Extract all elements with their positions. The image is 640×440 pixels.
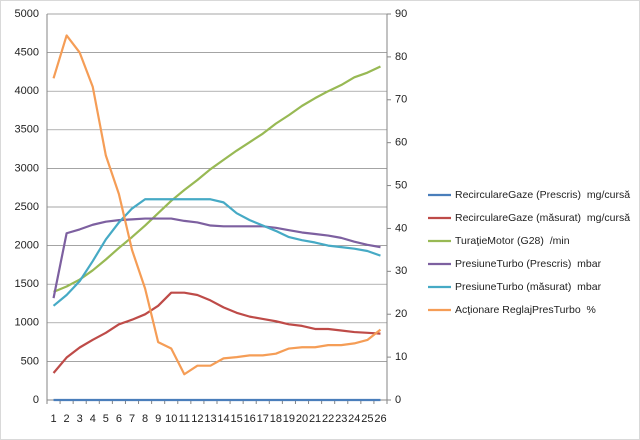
legend-label: TuraţieMotor (G28) /min xyxy=(455,235,570,247)
y2-tick-label: 30 xyxy=(395,265,407,277)
series-line xyxy=(53,65,381,293)
x-tick-label: 13 xyxy=(204,413,216,425)
x-tick-label: 4 xyxy=(90,413,96,425)
legend-label: PresiuneTurbo (Prescris) mbar xyxy=(455,258,602,270)
y-tick-label: 500 xyxy=(21,355,39,367)
y2-tick-label: 20 xyxy=(395,308,407,320)
x-tick-label: 10 xyxy=(165,413,177,425)
y-tick-label: 1000 xyxy=(15,317,39,329)
x-tick-label: 7 xyxy=(129,413,135,425)
x-tick-label: 8 xyxy=(142,413,148,425)
y-tick-label: 4000 xyxy=(15,85,39,97)
x-tick-label: 3 xyxy=(77,413,83,425)
x-tick-label: 2 xyxy=(64,413,70,425)
y2-tick-label: 40 xyxy=(395,222,407,234)
legend-label: RecirculareGaze (Prescris) mg/cursă xyxy=(455,189,630,201)
y2-tick-label: 80 xyxy=(395,51,407,63)
y2-tick-label: 70 xyxy=(395,94,407,106)
x-tick-label: 6 xyxy=(116,413,122,425)
x-tick-label: 20 xyxy=(296,413,308,425)
x-tick-label: 19 xyxy=(283,413,295,425)
y2-tick-label: 10 xyxy=(395,351,407,363)
x-tick-label: 9 xyxy=(155,413,161,425)
y2-tick-label: 50 xyxy=(395,179,407,191)
y-tick-label: 4500 xyxy=(15,47,39,59)
x-tick-label: 22 xyxy=(322,413,334,425)
x-tick-label: 23 xyxy=(335,413,347,425)
legend-label: Acţionare ReglajPresTurbo % xyxy=(455,304,596,316)
x-tick-label: 14 xyxy=(217,413,229,425)
x-tick-label: 26 xyxy=(374,413,386,425)
series-line xyxy=(52,198,381,307)
legend-label: RecirculareGaze (măsurat) mg/cursă xyxy=(455,212,630,224)
y-tick-label: 3500 xyxy=(15,124,39,136)
x-tick-label: 15 xyxy=(230,413,242,425)
x-tick-label: 25 xyxy=(361,413,373,425)
x-tick-label: 21 xyxy=(309,413,321,425)
x-tick-label: 12 xyxy=(191,413,203,425)
x-tick-label: 18 xyxy=(270,413,282,425)
x-tick-label: 5 xyxy=(103,413,109,425)
y2-tick-label: 0 xyxy=(395,394,401,406)
series-line xyxy=(52,217,381,299)
y-tick-label: 1500 xyxy=(15,278,39,290)
y2-tick-label: 90 xyxy=(395,8,407,20)
y-tick-label: 3000 xyxy=(15,162,39,174)
x-tick-label: 17 xyxy=(257,413,269,425)
legend-label: PresiuneTurbo (măsurat) mbar xyxy=(455,281,602,293)
x-tick-label: 16 xyxy=(244,413,256,425)
x-tick-label: 11 xyxy=(179,413,190,425)
x-tick-label: 24 xyxy=(348,413,360,425)
y-tick-label: 2500 xyxy=(15,201,39,213)
series-line xyxy=(52,34,382,376)
x-tick-label: 1 xyxy=(50,413,56,425)
y2-tick-label: 60 xyxy=(395,137,407,149)
y-tick-label: 5000 xyxy=(15,8,39,20)
y-tick-label: 2000 xyxy=(15,240,39,252)
series-line xyxy=(52,291,381,374)
y-tick-label: 0 xyxy=(33,394,39,406)
